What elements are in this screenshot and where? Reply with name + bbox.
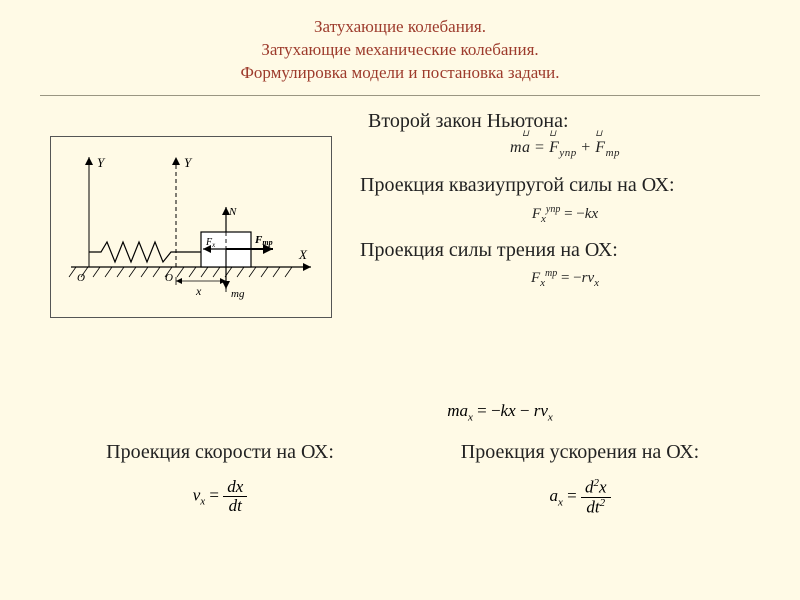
header-line-3: Формулировка модели и постановка задачи. [40,62,760,85]
velocity-num: dx [223,478,247,497]
derivative-row: Проекция скорости на ОХ: vx = dx dt Прое… [40,441,760,516]
accel-formula: ax = d2x dt2 [400,478,760,516]
quasi-formula: Fxупр = −kx [360,204,770,225]
header-line-1: Затухающие колебания. [40,16,760,39]
diagram-svg: Y Y X O O N mg Fx Fтр x [51,137,331,317]
velocity-den: dt [223,497,247,515]
diagram-label-Y-right: Y [184,155,193,170]
right-column: Второй закон Ньютона: m⊔a = F⊔упр + F⊔тр… [360,106,770,303]
slide-header: Затухающие колебания. Затухающие механич… [0,0,800,91]
diagram-label-X: X [298,247,308,262]
friction-title: Проекция силы трения на ОХ: [360,239,770,262]
diagram-label-x: x [195,284,202,298]
diagram-label-mg: mg [231,288,245,300]
diagram-label-O-left: O [77,272,85,284]
accel-col: Проекция ускорения на ОХ: ax = d2x dt2 [400,441,760,516]
newton-title: Второй закон Ньютона: [360,110,770,133]
diagram-label-Ftr: Fтр [254,234,273,247]
newton-formula: m⊔a = F⊔упр + F⊔тр [360,139,770,159]
diagram-label-Y-left: Y [97,155,106,170]
diagram-label-O-right: O [165,272,173,284]
diagram-label-N: N [228,206,237,218]
quasi-title: Проекция квазиупругой силы на ОХ: [360,173,770,198]
friction-formula: Fxтр = −rvx [360,268,770,289]
velocity-formula: vx = dx dt [40,478,400,515]
header-rule [40,95,760,96]
mechanical-diagram: Y Y X O O N mg Fx Fтр x [50,136,332,318]
velocity-col: Проекция скорости на ОХ: vx = dx dt [40,441,400,516]
bottom-area: max = −kx − rvx Проекция скорости на ОХ:… [40,401,760,516]
header-line-2: Затухающие механические колебания. [40,39,760,62]
accel-label: Проекция ускорения на ОХ: [400,441,760,464]
velocity-label: Проекция скорости на ОХ: [40,441,400,464]
main-equation: max = −kx − rvx [240,401,760,423]
